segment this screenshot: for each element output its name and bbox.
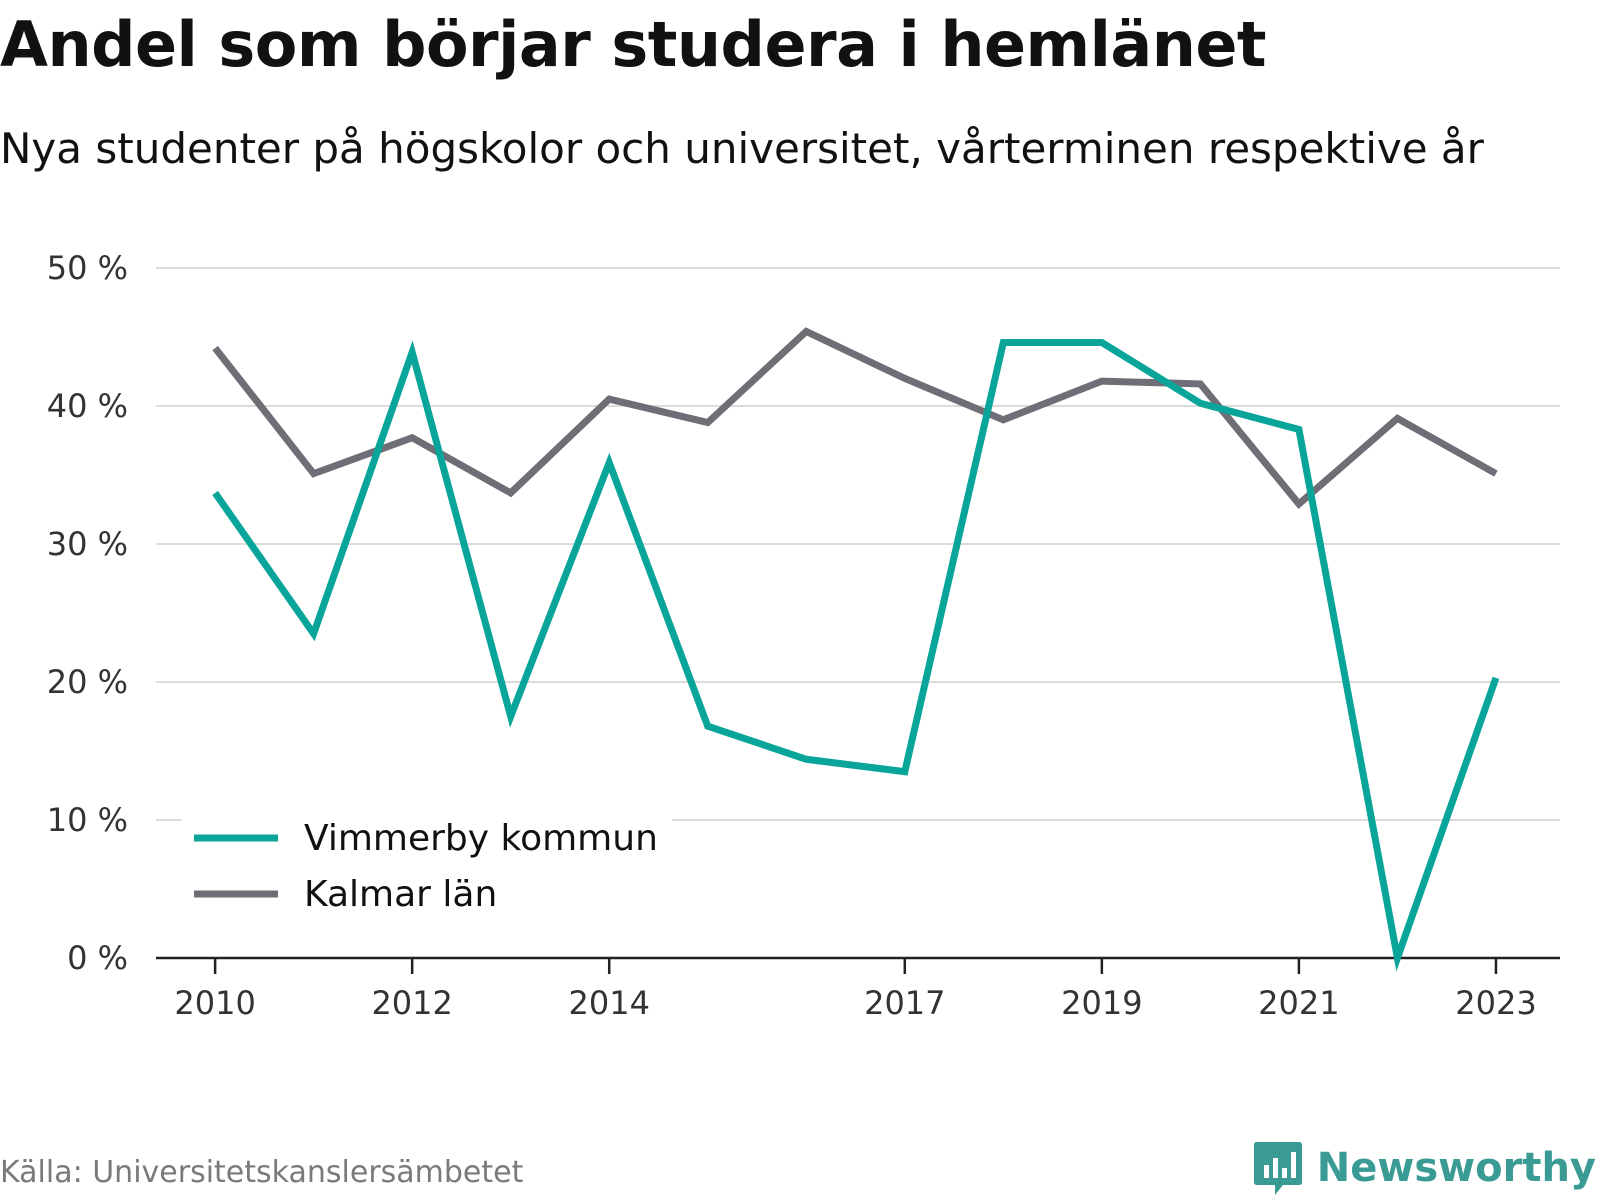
x-tick-label: 2023 xyxy=(1455,984,1536,1022)
y-tick-label: 20 % xyxy=(47,663,128,701)
legend: Vimmerby kommun Kalmar län xyxy=(182,818,672,946)
series-lines xyxy=(212,327,1500,972)
y-tick-label: 0 % xyxy=(67,939,128,977)
x-tick-labels: 2010 2012 2014 2017 2019 2021 2023 xyxy=(174,984,1536,1022)
gridlines xyxy=(156,267,1560,821)
series-line-kalmar-lan xyxy=(212,327,1498,509)
series-line-vimmerby-kommun xyxy=(212,339,1500,972)
legend-label-kalmar: Kalmar län xyxy=(304,874,497,915)
y-tick-label: 50 % xyxy=(47,249,128,287)
x-tick-label: 2019 xyxy=(1061,984,1142,1022)
newsworthy-logo-icon xyxy=(1253,1142,1302,1195)
x-tick-label: 2017 xyxy=(864,984,945,1022)
chart-title: Andel som börjar studera i hemlänet xyxy=(0,8,1267,81)
x-tick-label: 2010 xyxy=(174,984,255,1022)
line-chart: 0 % 10 % 20 % 30 % 40 % 50 % 2010 2012 2014 2017… xyxy=(47,249,1560,1022)
brand-logo: Newsworthy xyxy=(1253,1138,1596,1198)
y-tick-label: 10 % xyxy=(47,801,128,839)
x-tick-label: 2012 xyxy=(371,984,452,1022)
x-ticks xyxy=(213,958,1498,974)
y-tick-label: 40 % xyxy=(47,387,128,425)
y-tick-label: 30 % xyxy=(47,525,128,563)
source-note: Källa: Universitetskanslersämbetet xyxy=(0,1155,524,1190)
x-tick-label: 2014 xyxy=(569,984,650,1022)
chart-subtitle: Nya studenter på högskolor och universit… xyxy=(0,124,1484,173)
brand-name: Newsworthy xyxy=(1316,1145,1596,1191)
y-tick-labels: 0 % 10 % 20 % 30 % 40 % 50 % xyxy=(47,249,128,977)
legend-label-vimmerby: Vimmerby kommun xyxy=(304,818,658,859)
x-tick-label: 2021 xyxy=(1258,984,1339,1022)
